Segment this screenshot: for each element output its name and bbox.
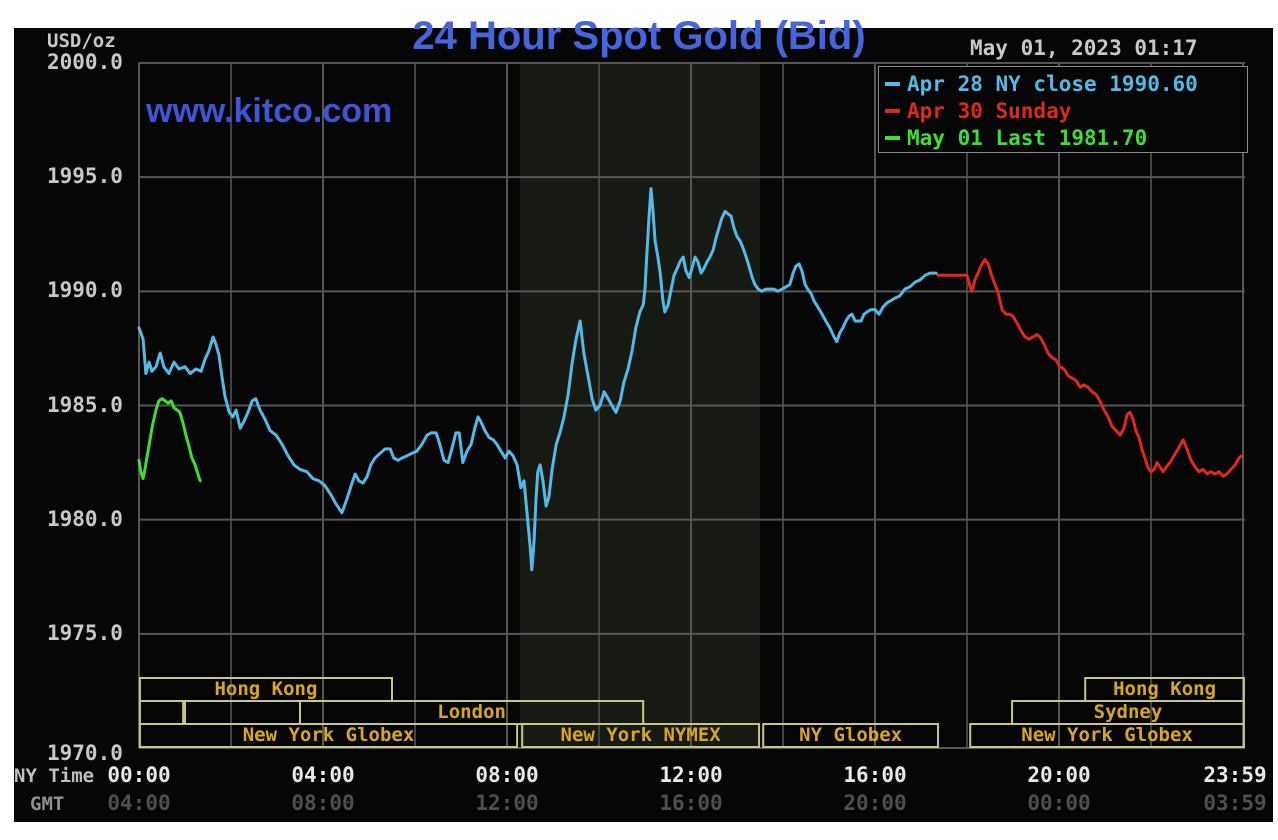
x-tick-gmt: 16:00	[659, 791, 723, 815]
legend-swatch-icon	[885, 108, 900, 113]
x-tick-ny: 08:00	[475, 763, 539, 787]
x-tick-ny: 16:00	[843, 763, 907, 787]
x-tick-gmt: 20:00	[843, 791, 907, 815]
x-tick-gmt: 12:00	[475, 791, 539, 815]
x-tick-gmt: 04:00	[107, 791, 171, 815]
x-tick-ny: 00:00	[107, 763, 171, 787]
legend-label: May 01 Last 1981.70	[907, 125, 1148, 150]
legend-item: Apr 28 NY close 1990.60	[885, 70, 1247, 97]
ny-time-axis-label: NY Time	[14, 765, 95, 787]
x-tick-ny: 23:59	[1203, 763, 1267, 787]
legend-box: Apr 28 NY close 1990.60 Apr 30 Sunday May …	[878, 66, 1248, 153]
x-tick-gmt: 00:00	[1027, 791, 1091, 815]
y-tick-label: 1970.0	[47, 741, 123, 765]
page-title: 24 Hour Spot Gold (Bid)	[412, 14, 866, 58]
x-tick-ny: 12:00	[659, 763, 723, 787]
legend-swatch-icon	[885, 135, 900, 140]
legend-label: Apr 28 NY close 1990.60	[907, 71, 1198, 96]
legend-swatch-icon	[885, 81, 900, 86]
x-tick-gmt: 03:59	[1203, 791, 1267, 815]
x-tick-gmt: 08:00	[291, 791, 355, 815]
y-tick-label: 1990.0	[47, 278, 123, 303]
y-tick-label: 1985.0	[47, 392, 123, 417]
y-tick-label: 1995.0	[47, 164, 123, 189]
legend-item: May 01 Last 1981.70	[885, 124, 1247, 151]
y-tick-label: 1980.0	[47, 506, 123, 531]
legend-item: Apr 30 Sunday	[885, 97, 1247, 124]
unit-label: USD/oz	[47, 30, 116, 52]
y-tick-label: 1975.0	[47, 620, 123, 645]
x-tick-ny: 20:00	[1027, 763, 1091, 787]
chart-timestamp: May 01, 2023 01:17	[970, 36, 1198, 60]
x-tick-ny: 04:00	[291, 763, 355, 787]
legend-label: Apr 30 Sunday	[907, 98, 1072, 123]
gmt-axis-label: GMT	[30, 793, 65, 815]
y-tick-label: 2000.0	[47, 50, 123, 74]
kitco-watermark: www.kitco.com	[146, 92, 393, 130]
